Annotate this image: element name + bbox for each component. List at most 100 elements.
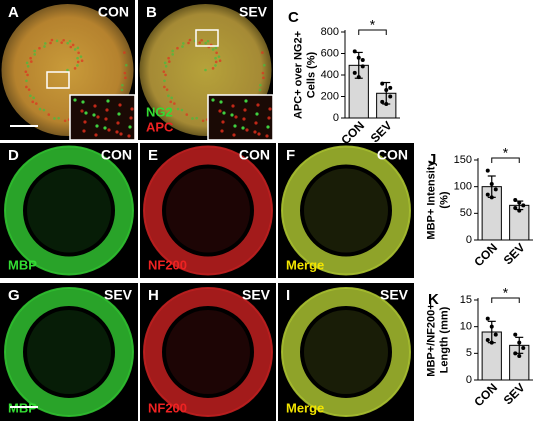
speckle <box>215 51 218 55</box>
speckle <box>214 46 218 50</box>
inset-speckle <box>128 125 132 129</box>
speckle <box>164 73 167 77</box>
speckle <box>68 39 72 43</box>
speckle <box>164 65 168 68</box>
channel-label: Merge <box>286 400 324 415</box>
panel-letter: E <box>148 147 158 164</box>
inset-speckle <box>233 124 237 128</box>
inset-speckle <box>222 111 226 115</box>
inset <box>69 94 136 141</box>
image-panel: I SEV Merge <box>278 283 414 421</box>
panel-letter: B <box>146 4 157 21</box>
speckle <box>49 41 52 45</box>
speckle <box>188 38 192 42</box>
speckle <box>163 61 167 65</box>
y-tick-label: 200 <box>321 90 339 102</box>
data-point <box>380 99 385 104</box>
y-tick-label: 0 <box>466 234 472 246</box>
panel-letter: I <box>286 287 290 304</box>
speckle <box>211 48 215 51</box>
inset-speckle <box>257 132 261 136</box>
panel-letter: F <box>286 147 295 164</box>
speckle <box>204 68 207 72</box>
tissue-ring-outer <box>143 145 273 276</box>
panel-letter: A <box>8 4 19 21</box>
speckle <box>182 42 185 45</box>
speckle <box>214 60 218 64</box>
speckle <box>29 94 32 98</box>
data-point <box>517 354 522 358</box>
tissue-ring-outer <box>4 145 134 276</box>
speckle <box>73 67 77 70</box>
speckle <box>26 65 30 68</box>
y-axis-label: MBP+ Intensity <box>425 160 437 240</box>
speckle <box>124 63 128 67</box>
speckle <box>120 88 124 92</box>
panel-letter: D <box>8 147 19 164</box>
bar-chart: C APC+ over NG2+ Cells (%) 0 200 400 600 800 CON… <box>288 9 400 147</box>
data-point <box>513 351 518 356</box>
channel-label: NF200 <box>148 400 187 415</box>
y-tick-label: 5 <box>466 347 472 359</box>
inset <box>207 94 274 141</box>
roi-box <box>46 71 70 89</box>
y-tick-label: 800 <box>321 26 339 38</box>
tissue-ring <box>5 288 133 416</box>
inset-speckle <box>117 112 121 116</box>
tissue-ring-outer <box>143 287 273 417</box>
speckle <box>168 60 171 63</box>
speckle <box>43 45 46 48</box>
speckle <box>73 48 77 51</box>
y-axis-label: Cells (%) <box>305 51 317 98</box>
speckle <box>42 108 46 112</box>
data-point <box>517 340 522 345</box>
inset-speckle <box>103 126 107 130</box>
speckle <box>33 53 36 56</box>
data-point <box>485 338 490 342</box>
speckle <box>198 41 201 44</box>
speckle <box>26 73 29 77</box>
tissue-ring <box>144 146 272 275</box>
significance-mark: * <box>503 145 509 161</box>
speckle <box>62 38 65 42</box>
data-point <box>517 200 522 205</box>
speckle <box>30 60 33 63</box>
y-axis-label: MBP+/NF200+ <box>425 303 437 376</box>
speckle <box>76 46 80 50</box>
inset-speckle <box>94 133 98 137</box>
data-point <box>521 346 526 350</box>
inset-speckle <box>256 103 260 107</box>
y-tick-label: 400 <box>321 69 339 81</box>
inset-speckle <box>221 120 225 124</box>
channel-label: NF200 <box>148 257 187 272</box>
inset-speckle <box>84 111 88 115</box>
speckle <box>173 102 176 105</box>
data-point <box>352 49 357 54</box>
significance-bracket <box>491 297 520 303</box>
inset-speckle <box>234 115 238 119</box>
channel-label: NG2 <box>146 104 173 119</box>
inset-speckle <box>116 121 120 125</box>
y-tick-label: 0 <box>466 374 472 386</box>
panel-letter: G <box>8 287 20 304</box>
speckle <box>201 119 205 123</box>
inset-speckle <box>211 98 215 102</box>
inset-speckle <box>241 126 245 130</box>
y-tick-label: 600 <box>321 47 339 59</box>
inset-speckle <box>129 116 133 120</box>
inset-speckle <box>130 107 134 111</box>
tissue-ring-outer <box>4 287 134 417</box>
tissue-ring <box>282 146 410 275</box>
x-tick-label: SEV <box>501 380 528 407</box>
speckle <box>162 70 166 73</box>
inset-speckle <box>81 100 85 104</box>
speckle <box>261 71 265 75</box>
x-tick-label: CON <box>471 240 500 269</box>
inset-speckle <box>230 113 234 117</box>
inset-speckle <box>254 121 258 125</box>
inset-speckle <box>267 116 271 120</box>
speckle <box>44 42 47 45</box>
speckle <box>170 96 173 100</box>
image-panel: GSEVMBP <box>0 283 138 421</box>
